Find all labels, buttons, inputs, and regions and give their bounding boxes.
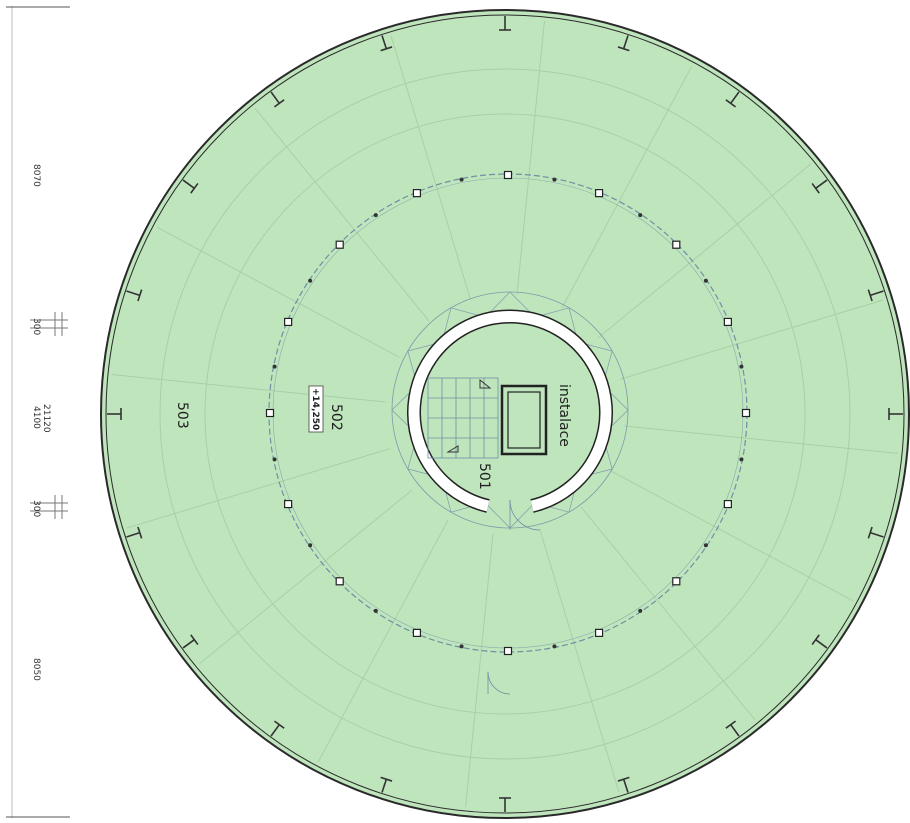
dimension-middle: 4100 [31,406,41,429]
ring-posts [265,170,751,656]
stair-up-arrow-icon [479,378,492,389]
dimension-overall: 21120 [41,404,51,433]
room-label-501: 501 [476,463,492,490]
room-label-503: 503 [174,402,190,429]
level-marker: +14,250 [308,385,324,433]
room-label-instalace: instalace [556,384,572,447]
stair [427,377,499,459]
svg-text:+14,250: +14,250 [310,388,320,430]
outer-wall-inner-line [105,14,905,814]
installation-shaft [500,384,548,456]
dimension-wall-bottom: 300 [31,500,41,517]
room-label-502: 502 [328,404,344,431]
dimension-wall-top: 300 [31,318,41,335]
core-wall-fill [408,311,612,512]
outer-floor [100,9,910,819]
dimension-lower: 8050 [31,658,41,681]
dimension-upper: 8070 [31,164,41,187]
perimeter-ticks [107,16,903,812]
structural-grid [111,20,899,808]
stair-down-arrow-icon [446,445,459,453]
door-swings [487,499,541,695]
dimension-strip [6,6,70,818]
